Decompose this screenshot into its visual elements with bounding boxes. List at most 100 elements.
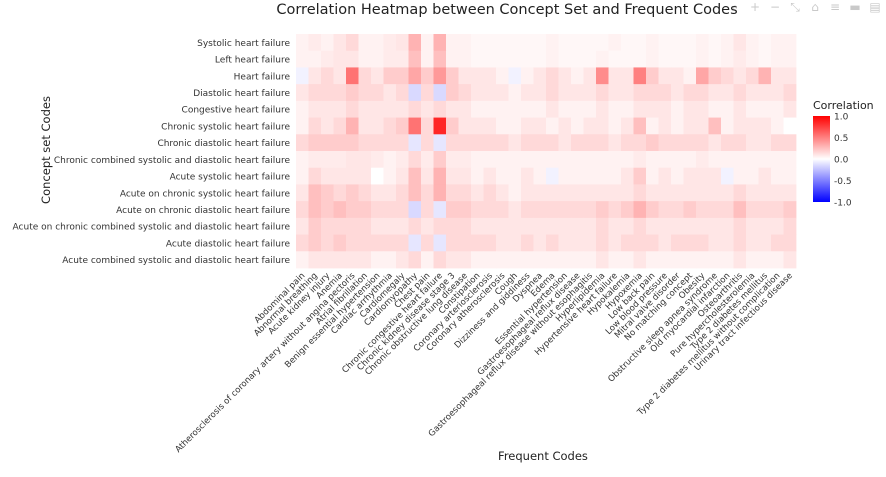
- heatmap-cell: [358, 151, 372, 169]
- heatmap-cell: [658, 201, 672, 219]
- heatmap-cell: [633, 50, 647, 68]
- heatmap-cell: [671, 184, 684, 202]
- heatmap-cell: [608, 84, 622, 102]
- heatmap-cell: [596, 217, 609, 235]
- heatmap-cell: [746, 234, 759, 252]
- heatmap-cell: [446, 184, 459, 202]
- heatmap-cell: [308, 201, 322, 219]
- heatmap-cell: [708, 117, 722, 135]
- heatmap-cell: [533, 234, 547, 252]
- heatmap-cell: [333, 100, 347, 118]
- heatmap-cell: [321, 100, 334, 118]
- heatmap-cell: [758, 234, 772, 252]
- zoom-icon[interactable]: +: [749, 0, 761, 14]
- heatmap-cell: [358, 201, 372, 219]
- heatmap-cell: [683, 201, 697, 219]
- heatmap-cell: [696, 34, 709, 52]
- heatmap-cell: [346, 251, 359, 269]
- heatmap-cell: [633, 151, 647, 169]
- heatmap-cell: [496, 100, 509, 118]
- heatmap-cell: [783, 117, 797, 135]
- heatmap-cell: [771, 251, 784, 269]
- heatmap-cell: [621, 151, 634, 169]
- heatmap-cell: [746, 217, 759, 235]
- heatmap-cell: [583, 67, 597, 85]
- heatmap-cell: [371, 184, 384, 202]
- heatmap-cell: [308, 151, 322, 169]
- heatmap-cell: [558, 50, 572, 68]
- heatmap-cell: [683, 134, 697, 152]
- heatmap-cell: [346, 67, 359, 85]
- heatmap-cell: [646, 67, 659, 85]
- heatmap-cell: [371, 234, 384, 252]
- pan-icon[interactable]: −: [769, 0, 781, 14]
- heatmap-cell: [433, 217, 447, 235]
- heatmap-cell: [358, 184, 372, 202]
- camera-icon[interactable]: ⌕: [731, 0, 739, 14]
- heatmap-cell: [583, 34, 597, 52]
- heatmap-cell: [296, 167, 309, 185]
- heatmap-cell: [558, 251, 572, 269]
- heatmap-cell: [396, 251, 409, 269]
- heatmap-cell: [646, 217, 659, 235]
- heatmap-cell: [771, 234, 784, 252]
- heatmap-cell: [721, 134, 734, 152]
- heatmap-cell: [383, 201, 397, 219]
- heatmap-cell: [683, 184, 697, 202]
- heatmap-cell: [708, 184, 722, 202]
- heatmap-cell: [383, 67, 397, 85]
- heatmap-cell: [508, 67, 522, 85]
- x-axis-label: Frequent Codes: [498, 449, 588, 463]
- heatmap-cell: [733, 184, 747, 202]
- heatmap-cell: [321, 151, 334, 169]
- heatmap-cell: [483, 251, 497, 269]
- heatmap-cell: [771, 117, 784, 135]
- heatmap-cell: [346, 167, 359, 185]
- select-icon[interactable]: ⤡: [790, 0, 800, 14]
- heatmap-cell: [721, 100, 734, 118]
- heatmap-cell: [396, 234, 409, 252]
- heatmap-cell: [421, 251, 434, 269]
- heatmap-cell: [346, 234, 359, 252]
- heatmap-cell: [371, 201, 384, 219]
- heatmap-cell: [608, 251, 622, 269]
- heatmap-cell: [571, 167, 584, 185]
- heatmap-cell: [421, 201, 434, 219]
- heatmap-cell: [708, 134, 722, 152]
- heatmap-cell: [296, 234, 309, 252]
- heatmap-cell: [433, 100, 447, 118]
- heatmap-cell: [346, 201, 359, 219]
- heatmap-cell: [783, 234, 797, 252]
- heatmap-cell: [458, 234, 472, 252]
- heatmap-cell: [621, 34, 634, 52]
- heatmap-cell: [696, 67, 709, 85]
- heatmap-cell: [496, 184, 509, 202]
- heatmap-cell: [483, 167, 497, 185]
- autoscale-icon[interactable]: ▤: [869, 0, 881, 14]
- heatmap-cell: [433, 67, 447, 85]
- heatmap-cell: [408, 217, 422, 235]
- heatmap-cell: [421, 151, 434, 169]
- heatmap-cell: [496, 151, 509, 169]
- heatmap-cell: [346, 50, 359, 68]
- heatmap-cell: [708, 201, 722, 219]
- heatmap-cell: [421, 134, 434, 152]
- heatmap-cell: [433, 234, 447, 252]
- zoom-out-icon[interactable]: ▬: [849, 0, 861, 14]
- heatmap-cell: [596, 184, 609, 202]
- heatmap-cell: [733, 201, 747, 219]
- heatmap-cell: [521, 134, 534, 152]
- heatmap-cell: [771, 100, 784, 118]
- heatmap-cell: [358, 251, 372, 269]
- heatmap-cell: [471, 34, 484, 52]
- heatmap-cell: [546, 67, 559, 85]
- lasso-icon[interactable]: ⌂: [811, 0, 819, 14]
- heatmap-cell: [433, 134, 447, 152]
- heatmap-cell: [296, 134, 309, 152]
- zoom-in-icon[interactable]: ≡: [829, 0, 841, 14]
- heatmap-cell: [633, 134, 647, 152]
- heatmap-cell: [471, 184, 484, 202]
- heatmap-cell: [633, 34, 647, 52]
- heatmap-cell: [496, 167, 509, 185]
- heatmap-cell: [658, 134, 672, 152]
